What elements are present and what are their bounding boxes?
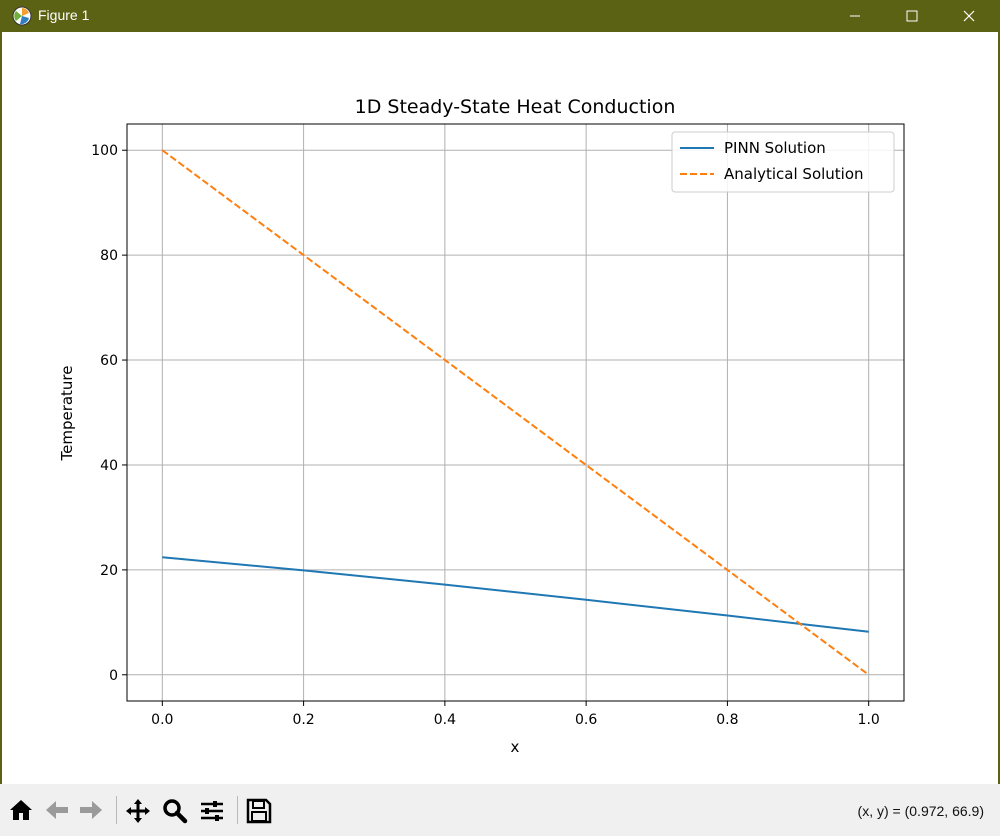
forward-button[interactable] <box>76 794 106 826</box>
toolbar-separator <box>116 796 117 824</box>
chart-title: 1D Steady-State Heat Conduction <box>355 96 676 118</box>
y-tick-label: 0 <box>109 668 118 684</box>
navigation-toolbar: (x, y) = (0.972, 66.9) <box>0 784 1000 836</box>
figure-canvas[interactable]: 1D Steady-State Heat Conduction x Temper… <box>2 32 998 784</box>
back-button[interactable] <box>42 794 72 826</box>
x-tick-label: 0.2 <box>292 712 314 728</box>
configure-subplots-icon <box>201 801 223 821</box>
x-tick-label: 0.4 <box>434 712 456 728</box>
figure-window: 1D Steady-State Heat Conduction x Temper… <box>0 32 1000 836</box>
toolbar-separator <box>237 796 238 824</box>
zoom-icon <box>163 799 188 824</box>
close-button[interactable] <box>946 0 992 32</box>
maximize-button[interactable] <box>889 0 935 32</box>
y-tick-label: 80 <box>100 248 118 264</box>
forward-arrow-icon <box>80 801 102 819</box>
maximize-icon <box>906 10 918 22</box>
minimize-button[interactable] <box>832 0 878 32</box>
x-tick-label: 1.0 <box>858 712 880 728</box>
series-line-pinn <box>162 556 869 633</box>
y-axis-label: Temperature <box>58 365 76 461</box>
save-icon <box>246 798 272 824</box>
x-tick-label: 0.0 <box>151 712 173 728</box>
y-tick-label: 60 <box>100 353 118 369</box>
y-tick-label: 20 <box>100 563 118 579</box>
y-tick-label: 40 <box>100 458 118 474</box>
pan-icon <box>126 799 150 823</box>
series-line-analytical <box>161 149 870 676</box>
legend-label: PINN Solution <box>724 139 826 157</box>
cursor-coordinates: (x, y) = (0.972, 66.9) <box>857 803 984 819</box>
minimize-icon <box>850 15 860 17</box>
save-button[interactable] <box>244 794 274 826</box>
back-arrow-icon <box>46 801 68 819</box>
zoom-button[interactable] <box>160 794 190 826</box>
y-tick-label: 100 <box>91 143 118 159</box>
pan-button[interactable] <box>123 794 153 826</box>
x-tick-label: 0.6 <box>575 712 597 728</box>
configure-subplots-button[interactable] <box>197 794 227 826</box>
legend-box <box>671 131 895 193</box>
x-axis-label: x <box>511 738 520 756</box>
plot-area-frame <box>126 123 905 702</box>
home-button[interactable] <box>6 794 36 826</box>
window-titlebar: Figure 1 <box>0 0 1000 32</box>
home-icon <box>10 800 32 820</box>
legend-label: Analytical Solution <box>724 165 864 183</box>
close-icon <box>963 10 975 22</box>
x-tick-label: 0.8 <box>716 712 738 728</box>
app-icon <box>12 6 32 26</box>
window-title: Figure 1 <box>38 7 90 23</box>
